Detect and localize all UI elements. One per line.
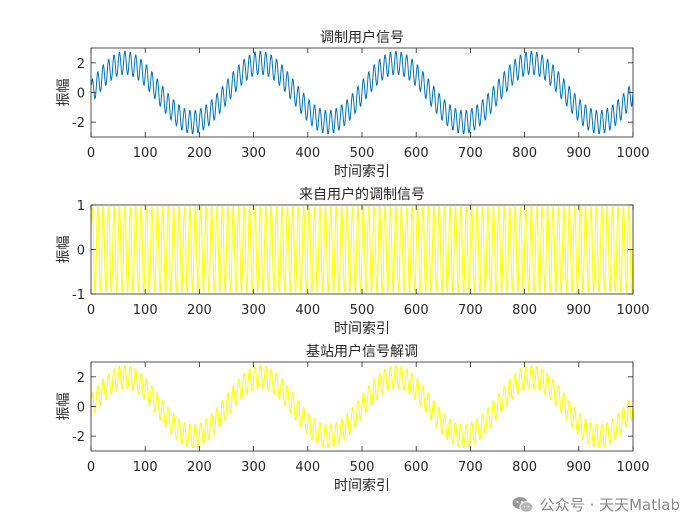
x-tick-label: 200: [187, 146, 212, 161]
x-axis-label: 时间索引: [334, 477, 390, 494]
x-tick-label: 700: [458, 460, 483, 475]
x-tick-label: 900: [566, 460, 591, 475]
x-tick-label: 0: [87, 303, 95, 318]
subplot-1: 0 100 200 300 400 500 600 700 800 900 1000-202调制用户…: [56, 29, 650, 180]
y-tick-label: -2: [72, 430, 85, 445]
x-tick-label: 600: [404, 146, 429, 161]
subplot-3: 0 100 200 300 400 500 600 700 800 900 1000-202基站用户…: [56, 343, 650, 494]
x-tick-label: 300: [241, 146, 266, 161]
chart-title: 基站用户信号解调: [306, 343, 418, 360]
x-tick-label: 800: [512, 303, 537, 318]
x-tick-label: 1000: [616, 303, 649, 318]
x-tick-label: 600: [404, 460, 429, 475]
y-tick-label: 0: [77, 244, 85, 259]
x-axis-label: 时间索引: [334, 163, 390, 180]
x-tick-label: 500: [350, 303, 375, 318]
x-tick-label: 500: [350, 146, 375, 161]
y-axis-label: 振幅: [56, 236, 72, 264]
x-tick-label: 500: [350, 460, 375, 475]
y-axis-label: 振幅: [56, 79, 72, 107]
y-tick-label: 0: [77, 87, 85, 102]
x-tick-label: 1000: [616, 146, 649, 161]
x-tick-label: 900: [566, 146, 591, 161]
x-tick-label: 300: [241, 303, 266, 318]
x-tick-label: 1000: [616, 460, 649, 475]
y-tick-label: 2: [77, 57, 85, 72]
series-line: [91, 51, 633, 134]
x-tick-label: 400: [295, 303, 320, 318]
x-tick-label: 400: [295, 146, 320, 161]
x-tick-label: 900: [566, 303, 591, 318]
x-tick-label: 700: [458, 146, 483, 161]
watermark-text: 公众号 · 天天Matlab: [539, 496, 680, 514]
y-tick-label: -2: [72, 116, 85, 131]
x-tick-label: 100: [133, 146, 158, 161]
y-tick-label: 2: [77, 371, 85, 386]
x-tick-label: 700: [458, 303, 483, 318]
y-tick-label: 0: [77, 401, 85, 416]
x-tick-label: 100: [133, 460, 158, 475]
x-tick-label: 200: [187, 460, 212, 475]
watermark: 公众号 · 天天Matlab: [512, 494, 680, 515]
y-tick-label: -1: [72, 288, 85, 303]
x-tick-label: 0: [87, 460, 95, 475]
x-tick-label: 800: [512, 460, 537, 475]
x-tick-label: 400: [295, 460, 320, 475]
series-line: [91, 206, 633, 293]
x-tick-label: 600: [404, 303, 429, 318]
x-tick-label: 300: [241, 460, 266, 475]
subplot-2: 0 100 200 300 400 500 600 700 800 900 1000-101来自用户…: [56, 186, 650, 337]
x-tick-label: 800: [512, 146, 537, 161]
y-tick-label: 1: [77, 199, 85, 214]
x-tick-label: 200: [187, 303, 212, 318]
y-axis-label: 振幅: [56, 393, 72, 421]
chart-title: 调制用户信号: [320, 29, 404, 46]
chart-title: 来自用户的调制信号: [299, 186, 425, 203]
x-axis-label: 时间索引: [334, 320, 390, 337]
series-line: [91, 365, 633, 448]
x-tick-label: 0: [87, 146, 95, 161]
wechat-icon: [512, 496, 534, 514]
x-tick-label: 100: [133, 303, 158, 318]
